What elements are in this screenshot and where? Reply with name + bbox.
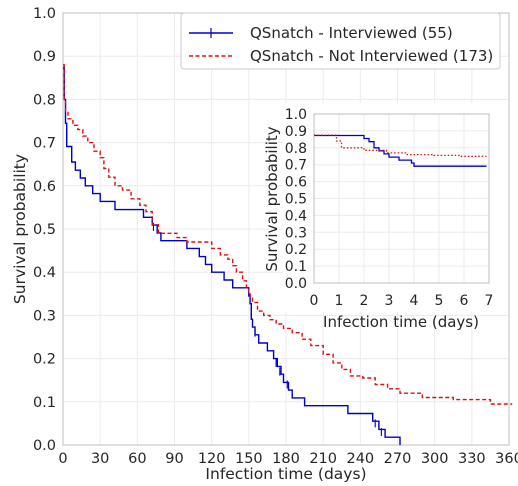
inset-y-tick-label: 0.6 [285,175,307,191]
inset-y-tick-label: 0.2 [285,242,307,258]
main-x-tick-label: 210 [309,451,337,467]
main-y-tick-label: 0.6 [33,179,56,195]
inset-x-tick-label: 7 [485,293,494,309]
main-y-tick-label: 0.7 [33,136,56,152]
main-x-tick-label: 150 [235,451,263,467]
inset-y-tick-label: 1.0 [285,107,307,123]
inset-y-tick-label: 0.3 [285,225,307,241]
inset-series-group [314,134,487,167]
legend-label-not-interviewed: QSnatch - Not Interviewed (173) [250,47,493,65]
inset-y-tick-label: 0.1 [285,259,307,275]
main-y-tick-label: 0.2 [33,352,56,368]
main-y-tick-label: 0.4 [33,265,56,281]
main-y-tick-label: 0.9 [33,49,56,65]
inset-x-tick-label: 3 [385,293,394,309]
main-y-tick-label: 1.0 [33,6,56,22]
legend-box [180,12,501,70]
main-y-tick-label: 0.0 [33,438,56,454]
inset-x-tick-label: 4 [410,293,419,309]
inset-y-tick-label: 0.4 [285,208,307,224]
main-x-tick-label: 30 [91,451,109,467]
inset-x-tick-label: 6 [460,293,469,309]
inset-background [283,103,508,312]
inset-series-line-0 [314,134,487,167]
inset-y-tick-label: 0.0 [285,276,307,292]
inset-plot-frame [313,113,490,284]
inset-x-tick-label: 2 [360,293,369,309]
main-y-tick-label: 0.3 [33,308,56,324]
main-tick-labels: 03060901201501802102402703003303600.00.1… [33,6,518,467]
main-y-tick-label: 0.1 [33,395,56,411]
main-series-group [63,64,513,445]
inset-x-tick-label: 5 [435,293,444,309]
main-x-tick-label: 330 [458,451,486,467]
main-x-axis-label: Infection time (days) [205,465,366,483]
inset-x-axis-label: Infection time (days) [323,313,479,331]
main-x-tick-label: 90 [165,451,183,467]
inset-y-tick-label: 0.8 [285,141,307,157]
main-x-tick-label: 180 [272,451,300,467]
inset-x-tick-label: 1 [335,293,344,309]
inset-x-tick-label: 0 [310,293,319,309]
main-x-tick-label: 0 [58,451,67,467]
main-x-tick-label: 240 [346,451,374,467]
legend: QSnatch - Interviewed (55) QSnatch - Not… [180,12,501,70]
main-y-tick-label: 0.8 [33,92,56,108]
inset-tick-labels: 0 1 2 3 4 5 6 7 0.00.10.20.30.40.50.60.70.80.91.… [285,107,494,309]
main-y-tick-label: 0.5 [33,222,56,238]
main-y-axis-label: Survival probability [11,154,29,304]
inset-y-tick-label: 0.7 [285,158,307,174]
main-x-tick-label: 300 [421,451,449,467]
main-series-line-0 [63,67,401,445]
inset-y-tick-label: 0.5 [285,192,307,208]
main-x-tick-label: 360 [495,451,518,467]
main-x-tick-label: 120 [198,451,226,467]
main-x-tick-label: 270 [384,451,412,467]
main-x-tick-label: 60 [128,451,146,467]
inset-series-line-1 [314,134,487,157]
inset-y-tick-label: 0.9 [285,124,307,140]
legend-label-interviewed: QSnatch - Interviewed (55) [250,24,453,42]
inset-y-axis-label: Survival probability [263,126,281,271]
main-series-line-1 [63,64,513,405]
